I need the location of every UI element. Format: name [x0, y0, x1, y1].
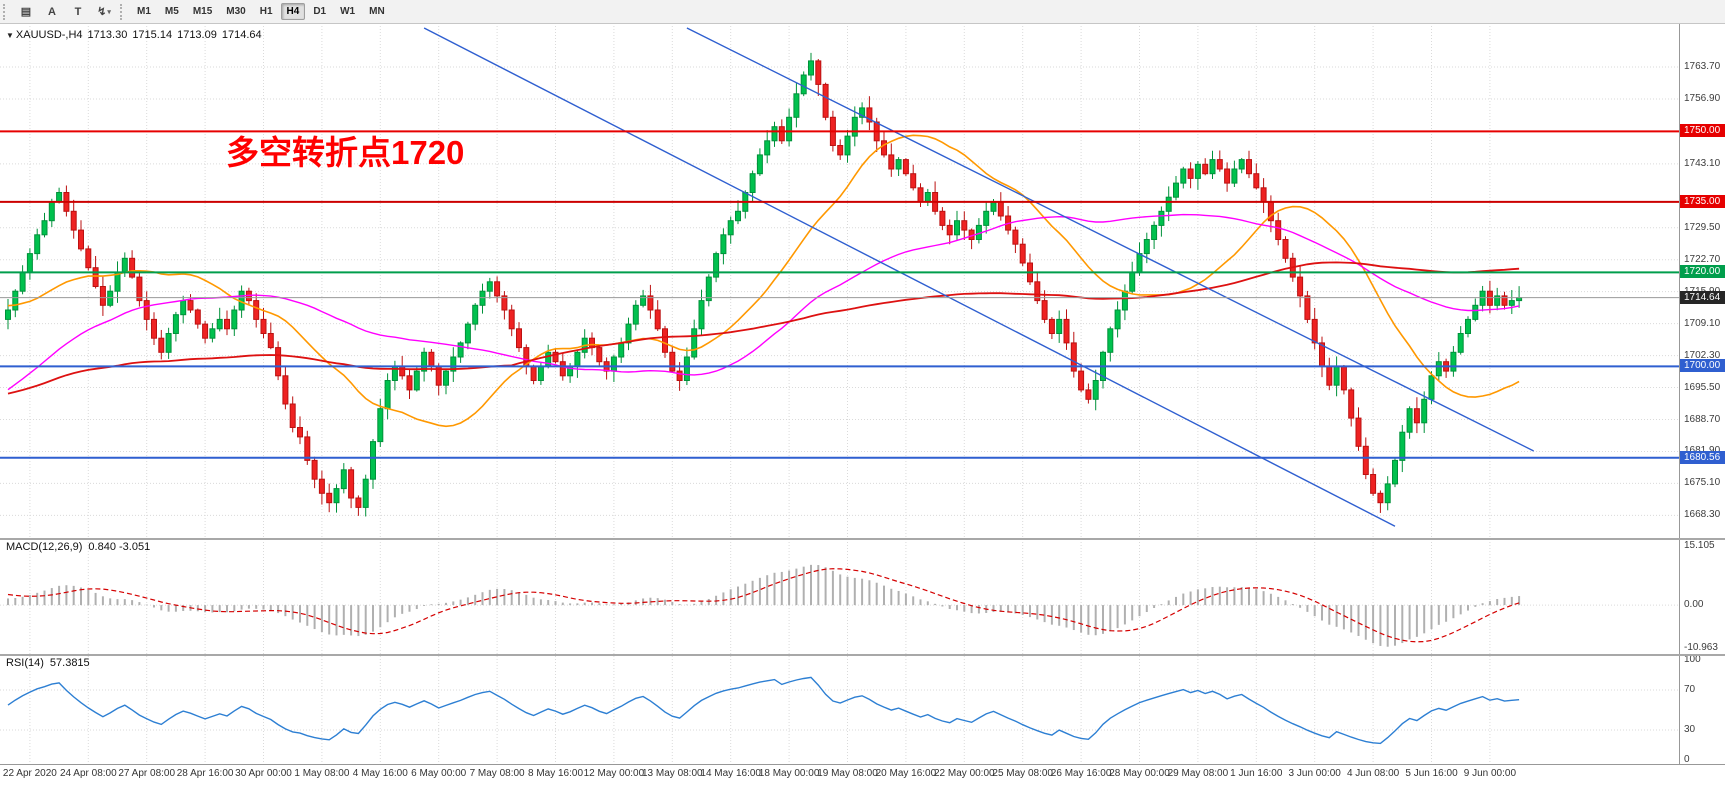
time-label: 1 May 08:00: [294, 768, 350, 779]
price-tick: 1702.30: [1684, 349, 1721, 361]
price-tag: 1720.00: [1680, 265, 1725, 279]
timeframe-m1[interactable]: M1: [137, 6, 151, 17]
panel-splitter[interactable]: [0, 538, 1725, 540]
price-axis[interactable]: 1763.701756.901743.101729.501722.701715.…: [1679, 24, 1725, 765]
time-label: 5 Jun 16:00: [1405, 768, 1458, 779]
timeframe-w1[interactable]: W1: [340, 6, 356, 17]
chevron-down-icon: ▾: [107, 8, 111, 16]
time-label: 4 May 16:00: [352, 768, 408, 779]
text-tool-icon[interactable]: T: [74, 5, 82, 18]
time-label: 8 May 16:00: [527, 768, 584, 779]
macd-axis-tick: 15.105: [1684, 540, 1715, 551]
collapse-caret-icon[interactable]: ▼: [6, 31, 14, 40]
price-tag: 1750.00: [1680, 124, 1725, 138]
price-tick: 1709.10: [1684, 317, 1721, 329]
rsi-line: [7, 676, 1520, 745]
price-tick: 1675.10: [1684, 477, 1721, 489]
timeframe-d1[interactable]: D1: [313, 6, 327, 17]
time-axis[interactable]: 22 Apr 2020 24 Apr 08:00 27 Apr 08:00 28 Ap…: [0, 764, 1725, 788]
ma-line-24: [7, 134, 1520, 428]
time-label: 12 May 00:00: [583, 768, 645, 779]
timeframe-m30[interactable]: M30: [226, 6, 246, 17]
time-label: 29 May 08:00: [1167, 768, 1229, 779]
time-label: 28 May 00:00: [1109, 768, 1170, 779]
rsi-current-value: 57.3815: [49, 657, 90, 669]
time-label: 6 May 00:00: [411, 768, 467, 779]
toolbar-grip[interactable]: [3, 3, 8, 20]
time-label: 14 May 16:00: [700, 768, 761, 779]
panel-splitter[interactable]: [0, 654, 1725, 656]
time-label: 27 Apr 08:00: [118, 768, 176, 779]
price-tick: 1688.70: [1684, 413, 1721, 425]
ma-line-60: [7, 213, 1520, 391]
price-tag: 1700.00: [1680, 359, 1725, 373]
symbol-label: XAUUSD-,H4: [15, 29, 83, 41]
ohlc-high: 1715.14: [132, 29, 173, 41]
timeframe-toolbar: M1 M5 M15 M30 H1 H4 D1 W1 MN: [130, 3, 392, 20]
timeframe-mn[interactable]: MN: [369, 6, 385, 17]
price-tick: 1743.10: [1684, 157, 1721, 169]
time-label: 20 May 16:00: [875, 768, 937, 779]
price-tick: 1668.30: [1684, 509, 1721, 521]
time-label: 13 May 08:00: [641, 768, 703, 779]
ohlc-close: 1714.64: [221, 29, 262, 41]
tool-group: ▤ A T ↯ ▾: [13, 1, 117, 22]
time-label: 1 Jun 16:00: [1230, 768, 1283, 779]
timeframe-m15[interactable]: M15: [192, 6, 213, 17]
time-label: 28 Apr 16:00: [176, 768, 234, 779]
price-tick: 1756.90: [1684, 92, 1721, 104]
time-label: 18 May 00:00: [758, 768, 820, 779]
price-tick: 1722.70: [1684, 253, 1721, 265]
symbol-ohlc-line: ▼ XAUUSD-,H4 1713.30 1715.14 1713.09 1714.64: [6, 29, 267, 41]
time-label: 3 Jun 00:00: [1288, 768, 1341, 779]
price-tick: 1763.70: [1684, 61, 1721, 72]
time-label: 7 May 08:00: [469, 768, 525, 779]
ohlc-low: 1713.09: [177, 29, 217, 41]
rsi-axis-tick: 30: [1684, 724, 1696, 735]
price-tick: 1729.50: [1684, 221, 1721, 233]
rsi-label: RSI(14) 57.3815: [6, 657, 96, 669]
price-tag: 1714.64: [1680, 290, 1725, 304]
time-label: 30 Apr 00:00: [235, 768, 292, 779]
rsi-axis-tick: 100: [1684, 654, 1701, 665]
chart-annotation-text: 多空转折点1720: [226, 134, 465, 171]
macd-current-values: 0.840 -3.051: [88, 541, 151, 553]
timeframe-h4[interactable]: H4: [280, 3, 306, 20]
time-label: 4 Jun 08:00: [1346, 768, 1400, 779]
rsi-name: RSI(14): [6, 657, 44, 669]
cursor-icon[interactable]: A: [48, 5, 56, 18]
price-tag: 1680.56: [1680, 450, 1725, 464]
time-label: 9 Jun 00:00: [1463, 768, 1517, 779]
candles: [5, 52, 1523, 517]
trendline: [423, 27, 1396, 527]
timeframe-h1[interactable]: H1: [259, 6, 273, 17]
ma-line-130: [7, 261, 1520, 395]
price-tag: 1735.00: [1680, 194, 1725, 208]
time-label: 22 May 00:00: [933, 768, 995, 779]
macd-signal-line: [7, 568, 1520, 643]
macd-histogram: [7, 564, 1521, 647]
timeframe-m5[interactable]: M5: [164, 6, 179, 17]
macd-name: MACD(12,26,9): [6, 541, 83, 553]
macd-axis-tick: 0.00: [1684, 599, 1704, 611]
ohlc-open: 1713.30: [87, 29, 128, 41]
toolbar: ▤ A T ↯ ▾ M1 M5 M15 M30 H1 H4 D1 W1 MN: [0, 0, 1725, 24]
trendline: [686, 27, 1535, 452]
time-label: 25 May 08:00: [992, 768, 1053, 779]
time-label: 19 May 08:00: [817, 768, 878, 779]
time-label: 26 May 16:00: [1050, 768, 1112, 779]
time-label: 24 Apr 08:00: [59, 768, 117, 779]
charts-icon[interactable]: ▤: [20, 6, 32, 18]
macd-axis-tick: -10.963: [1684, 642, 1718, 653]
rsi-axis-tick: 70: [1684, 684, 1696, 695]
time-label: 22 Apr 2020: [2, 768, 57, 779]
macd-label: MACD(12,26,9) 0.840 -3.051: [6, 541, 156, 553]
toolbar-grip[interactable]: [120, 3, 125, 20]
price-tick: 1695.50: [1684, 381, 1721, 393]
draw-tool-icon[interactable]: ↯ ▾: [97, 6, 111, 18]
rsi-axis-tick: 0: [1684, 754, 1690, 765]
